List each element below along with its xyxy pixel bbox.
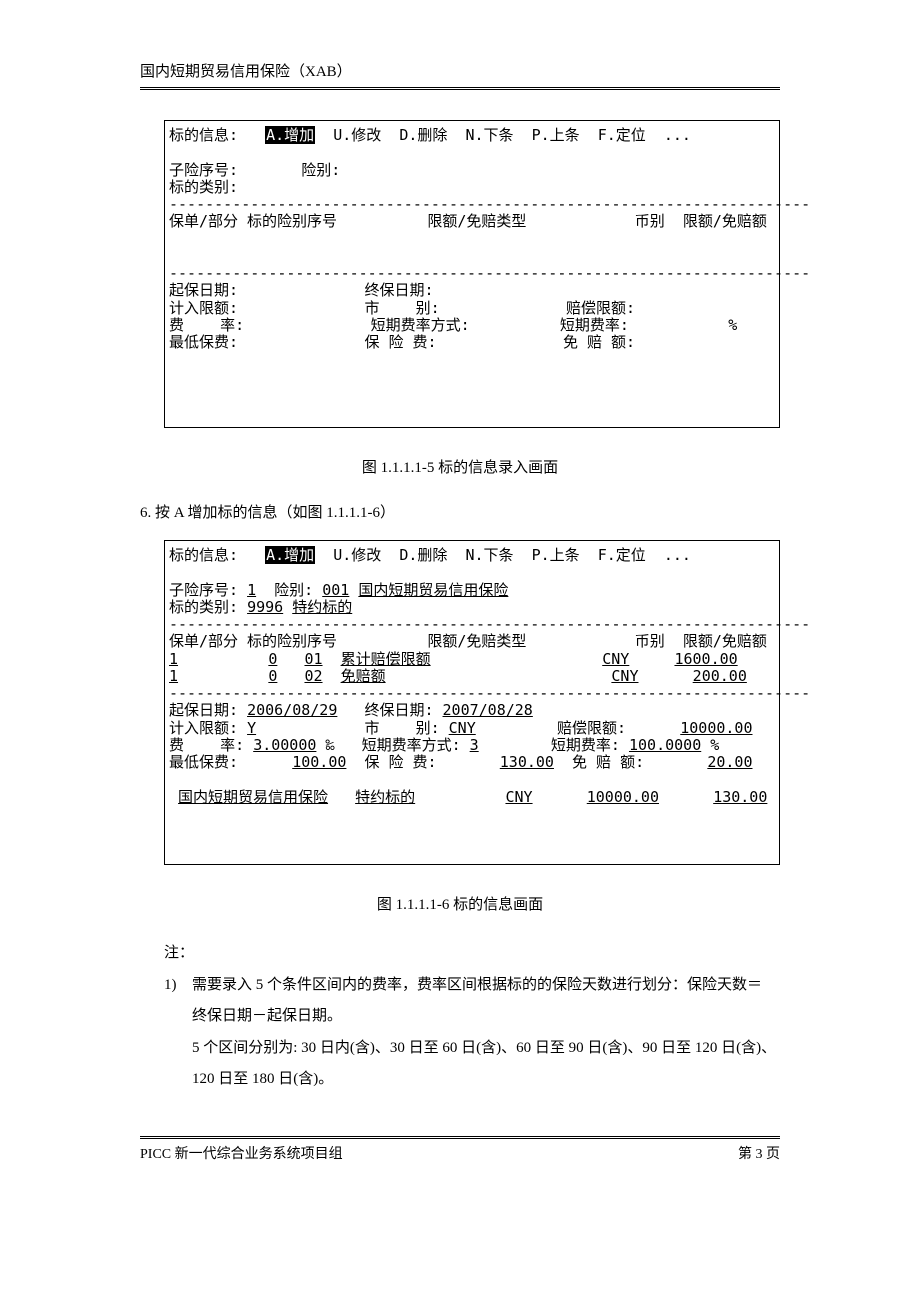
b1-row2b: 标的类别: bbox=[165, 179, 779, 196]
menu-dots: ... bbox=[664, 546, 691, 564]
menu-next[interactable]: N.下条 bbox=[466, 546, 514, 564]
b2-table-row-1: 1 0 01 累计赔偿限额 CNY 1600.00 bbox=[165, 651, 779, 668]
header-rule bbox=[140, 87, 780, 90]
b1-row4d: 最低保费: 保 险 费: 免 赔 额: bbox=[165, 334, 779, 351]
b2-summary: 国内短期贸易信用保险 特约标的 CNY 10000.00 130.00 bbox=[165, 789, 779, 806]
menu-locate[interactable]: F.定位 bbox=[598, 546, 646, 564]
note-label: 注： bbox=[164, 938, 780, 970]
menu-locate[interactable]: F.定位 bbox=[598, 126, 646, 144]
menu-update[interactable]: U.修改 bbox=[333, 546, 381, 564]
menu-update[interactable]: U.修改 bbox=[333, 126, 381, 144]
dash: ----------------------------------------… bbox=[165, 685, 779, 702]
b2-d2: 计入限额: Y 市 别: CNY 赔偿限额: 10000.00 bbox=[165, 720, 779, 737]
menu-line-2: 标的信息: A.增加 U.修改 D.删除 N.下条 P.上条 F.定位 ... bbox=[165, 547, 779, 564]
menu-add[interactable]: A.增加 bbox=[265, 126, 315, 144]
note-1-cont2: 5 个区间分别为: 30 日内(含)、30 日至 60 日(含)、60 日至 9… bbox=[192, 1033, 780, 1065]
b2-d1: 起保日期: 2006/08/29 终保日期: 2007/08/28 bbox=[165, 702, 779, 719]
dash: ----------------------------------------… bbox=[165, 616, 779, 633]
figure-caption-2: 图 1.1.1.1-6 标的信息画面 bbox=[140, 893, 780, 914]
menu-label: 标的信息: bbox=[169, 126, 238, 144]
menu-dots: ... bbox=[664, 126, 691, 144]
terminal-box-1: 标的信息: A.增加 U.修改 D.删除 N.下条 P.上条 F.定位 ... … bbox=[164, 120, 780, 428]
b1-row4a: 起保日期: 终保日期: bbox=[165, 282, 779, 299]
note-1-cont1: 终保日期－起保日期。 bbox=[192, 1001, 780, 1033]
b1-row2a: 子险序号: 险别: bbox=[165, 162, 779, 179]
b2-table-row-2: 1 0 02 免赔额 CNY 200.00 bbox=[165, 668, 779, 685]
terminal-box-2: 标的信息: A.增加 U.修改 D.删除 N.下条 P.上条 F.定位 ... … bbox=[164, 540, 780, 865]
menu-prev[interactable]: P.上条 bbox=[532, 126, 580, 144]
menu-prev[interactable]: P.上条 bbox=[532, 546, 580, 564]
menu-line-1: 标的信息: A.增加 U.修改 D.删除 N.下条 P.上条 F.定位 ... bbox=[165, 127, 779, 144]
b2-d3: 费 率: 3.00000 ‰ 短期费率方式: 3 短期费率: 100.0000 … bbox=[165, 737, 779, 754]
b1-row4b: 计入限额: 市 别: 赔偿限额: bbox=[165, 300, 779, 317]
step-6: 6. 按 A 增加标的信息（如图 1.1.1.1-6） bbox=[140, 501, 780, 522]
footer-right: 第 3 页 bbox=[738, 1143, 780, 1163]
menu-label: 标的信息: bbox=[169, 546, 238, 564]
footer-rule bbox=[140, 1136, 780, 1139]
b2-category: 标的类别: 9996 特约标的 bbox=[165, 599, 779, 616]
b1-row4c: 费 率: 短期费率方式: 短期费率: % bbox=[165, 317, 779, 334]
notes-section: 注： 1)需要录入 5 个条件区间内的费率，费率区间根据标的的保险天数进行划分：… bbox=[140, 938, 780, 1096]
menu-delete[interactable]: D.删除 bbox=[399, 126, 447, 144]
note-1-cont3: 120 日至 180 日(含)。 bbox=[192, 1064, 780, 1096]
b2-subrisk: 子险序号: 1 险别: 001 国内短期贸易信用保险 bbox=[165, 582, 779, 599]
menu-delete[interactable]: D.删除 bbox=[399, 546, 447, 564]
footer-left: PICC 新一代综合业务系统项目组 bbox=[140, 1143, 343, 1163]
header-title: 国内短期贸易信用保险（XAB） bbox=[140, 64, 352, 80]
page-footer: PICC 新一代综合业务系统项目组 第 3 页 bbox=[140, 1143, 780, 1163]
b1-row3: 保单/部分 标的险别序号 限额/免赔类型 币别 限额/免赔额 bbox=[165, 213, 779, 230]
menu-next[interactable]: N.下条 bbox=[466, 126, 514, 144]
page-header: 国内短期贸易信用保险（XAB） bbox=[140, 60, 780, 81]
b2-d4: 最低保费: 100.00 保 险 费: 130.00 免 赔 额: 20.00 bbox=[165, 754, 779, 771]
dash: ----------------------------------------… bbox=[165, 196, 779, 213]
menu-add[interactable]: A.增加 bbox=[265, 546, 315, 564]
b2-hdr: 保单/部分 标的险别序号 限额/免赔类型 币别 限额/免赔额 bbox=[165, 633, 779, 650]
figure-caption-1: 图 1.1.1.1-5 标的信息录入画面 bbox=[140, 456, 780, 477]
note-1: 1)需要录入 5 个条件区间内的费率，费率区间根据标的的保险天数进行划分：保险天… bbox=[164, 970, 780, 1002]
dash: ----------------------------------------… bbox=[165, 265, 779, 282]
